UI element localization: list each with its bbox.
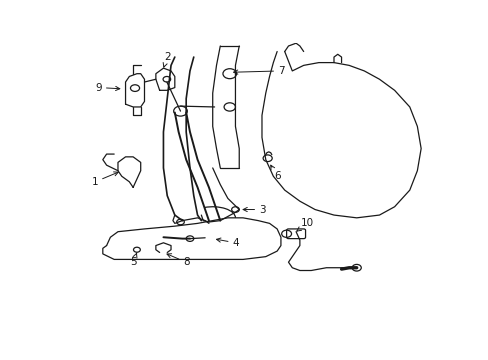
Text: 4: 4 [216,238,238,248]
Text: 2: 2 [163,52,170,67]
Text: 10: 10 [296,219,313,231]
Text: 1: 1 [92,172,118,187]
Text: 6: 6 [270,165,280,181]
Text: 9: 9 [96,82,120,93]
Text: 3: 3 [243,204,265,215]
Text: 7: 7 [233,66,284,76]
Text: 5: 5 [129,253,137,267]
Text: 8: 8 [167,254,189,267]
